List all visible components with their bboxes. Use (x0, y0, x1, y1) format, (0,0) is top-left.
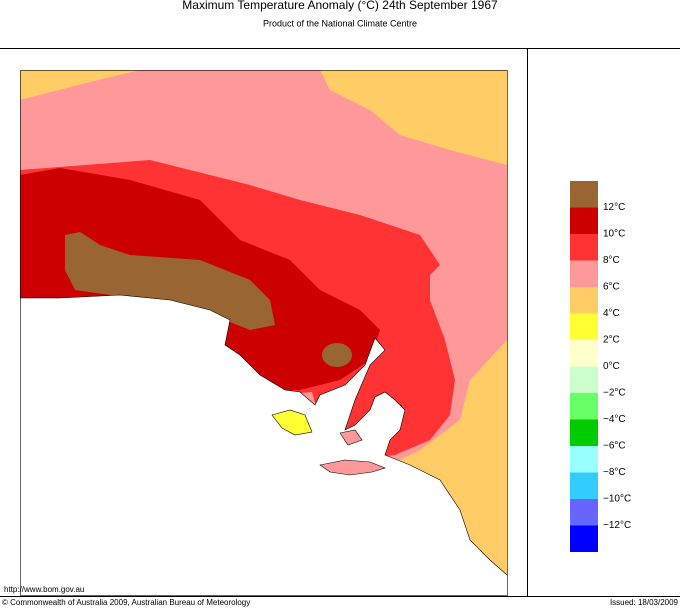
legend-swatch (570, 260, 598, 287)
legend-label: 2°C (603, 335, 620, 346)
legend-label: 8°C (603, 255, 620, 266)
legend-label: −2°C (603, 388, 626, 399)
legend-label: −4°C (603, 414, 626, 425)
copyright: © Commonwealth of Australia 2009, Austra… (2, 598, 250, 607)
title: Maximum Temperature Anomaly (°C) 24th Se… (182, 0, 498, 12)
legend-swatch (570, 393, 598, 420)
legend-label: 12°C (603, 202, 625, 213)
map (20, 70, 508, 596)
legend-label: −12°C (603, 520, 631, 531)
subtitle: Product of the National Climate Centre (263, 18, 417, 28)
legend-label: 0°C (603, 361, 620, 372)
legend-swatch (570, 419, 598, 446)
legend-swatch (570, 313, 598, 340)
legend-swatch (570, 287, 598, 314)
legend-label: 4°C (603, 308, 620, 319)
legend-swatch (570, 499, 598, 526)
legend-swatch (570, 366, 598, 393)
legend-swatch (570, 340, 598, 367)
legend-label: 10°C (603, 229, 625, 240)
legend-label: 6°C (603, 282, 620, 293)
legend-label: −10°C (603, 494, 631, 505)
url: http://www.bom.gov.au (4, 585, 84, 594)
legend-swatch (570, 525, 598, 552)
legend-swatch (570, 181, 598, 208)
legend-label: −6°C (603, 441, 626, 452)
frame (0, 48, 680, 597)
legend-swatch (570, 234, 598, 261)
legend-swatch (570, 472, 598, 499)
issued: Issued: 18/03/2009 (610, 598, 679, 607)
legend-label: −8°C (603, 467, 626, 478)
legend-swatch (570, 446, 598, 473)
legend: 12°C 10°C 8°C 6°C 4°C 2°C 0°C −2°C −4°C −6°C −8°C −… (570, 181, 631, 552)
legend-swatch (570, 207, 598, 234)
